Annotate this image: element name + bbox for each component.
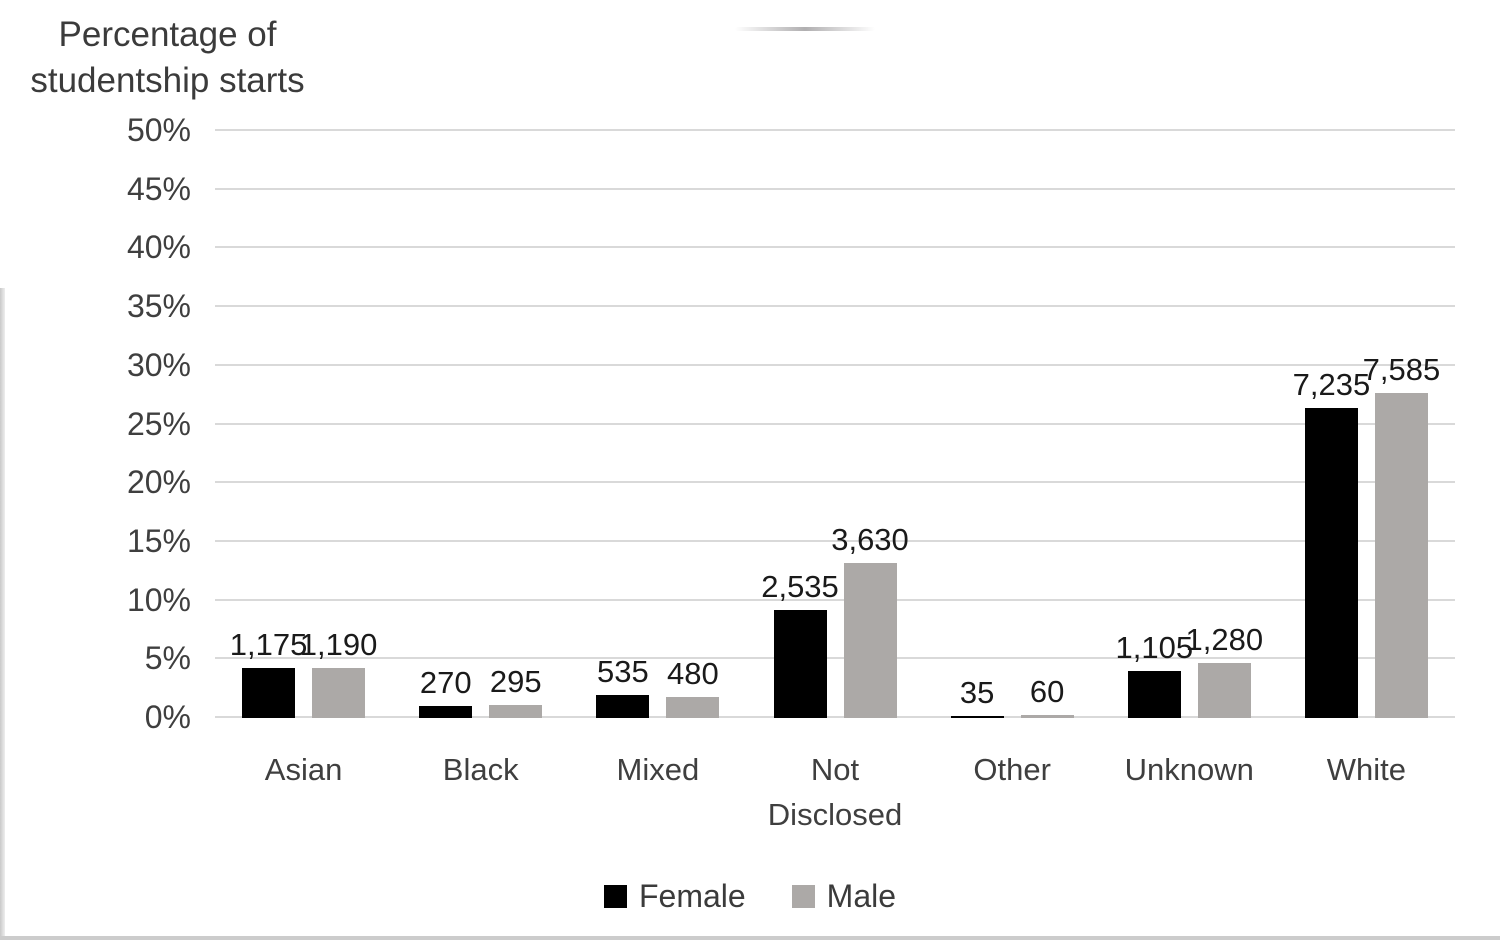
bar-male-white [1374,393,1428,718]
data-label: 2,535 [761,569,839,604]
data-label: 35 [959,675,995,710]
gridline [215,598,1455,601]
gridline [215,657,1455,660]
gridline [215,539,1455,542]
x-category-label: Black [442,752,519,787]
x-category-label: Unknown [1124,752,1254,787]
data-label: 270 [419,665,472,700]
y-tick-label: 20% [126,464,191,501]
page-edge-left [0,288,5,940]
legend: Female Male [0,878,1500,915]
page-edge-bottom [0,936,1500,940]
gridline [215,481,1455,484]
data-label: 3,630 [831,522,909,557]
data-label: 1,175 [229,627,308,662]
legend-item-female: Female [603,878,746,915]
bar-female-white [1304,408,1358,718]
legend-label-female: Female [638,878,746,914]
y-tick-label: 5% [144,640,191,677]
gridline [215,716,1455,718]
x-category-label: Not Disclosed [767,752,903,832]
x-category-label: Other [973,752,1051,787]
bar-female-other [950,716,1004,718]
bar-male-not-disclosed [843,563,897,718]
plot-area: 0% 5% 10% 15% 20% 25% 30% 35% 40% 45% 50% 1,175 1,19… [127,112,1455,735]
legend-label-male: Male [826,878,897,914]
data-label: 295 [489,664,542,699]
gridline [215,129,1455,131]
bar-male-other [1020,715,1074,718]
bar-male-unknown [1197,663,1251,718]
axis-title-line1: Percentage of [58,15,277,54]
bar-female-unknown [1127,671,1181,718]
bar-male-black [489,705,543,718]
data-label: 480 [666,656,719,691]
y-tick-label: 10% [126,581,191,618]
axis-title: Percentage of studentship starts [0,12,335,104]
gridline [215,363,1455,366]
data-label: 7,235 [1292,367,1371,402]
data-label: 1,190 [299,627,378,662]
bar-male-mixed [666,697,720,718]
x-category-label: Mixed [616,752,700,787]
data-label: 60 [1029,674,1065,709]
y-tick-label: 35% [126,288,191,325]
gridline [215,187,1455,190]
data-label: 1,280 [1185,622,1264,657]
y-tick-label: 25% [126,405,191,442]
y-tick-label: 30% [126,346,191,383]
scan-artifact [735,27,875,31]
bar-female-not-disclosed [773,610,827,718]
gridline [215,422,1455,425]
data-label: 7,585 [1362,352,1441,387]
x-category-label: Asian [264,752,343,787]
bar-female-mixed [596,695,650,718]
y-tick-label: 45% [126,170,191,207]
data-label: 1,105 [1115,630,1194,665]
y-tick-label: 0% [144,699,191,735]
y-tick-label: 50% [126,112,191,148]
axis-title-line2: studentship starts [30,61,305,101]
x-category-label: White [1326,752,1407,787]
x-axis-labels: Asian Black Mixed Not Disclosed Other Unknown… [215,748,1455,838]
bar-female-asian [242,668,296,718]
data-label: 535 [596,654,649,689]
male-swatch-icon [791,885,815,908]
bar-male-asian [312,668,366,718]
y-tick-label: 40% [126,229,191,266]
legend-item-male: Male [791,878,897,915]
y-tick-label: 15% [126,522,191,559]
female-swatch-icon [603,885,627,908]
gridline [215,246,1455,249]
bar-female-black [419,706,473,718]
gridline [215,305,1455,308]
